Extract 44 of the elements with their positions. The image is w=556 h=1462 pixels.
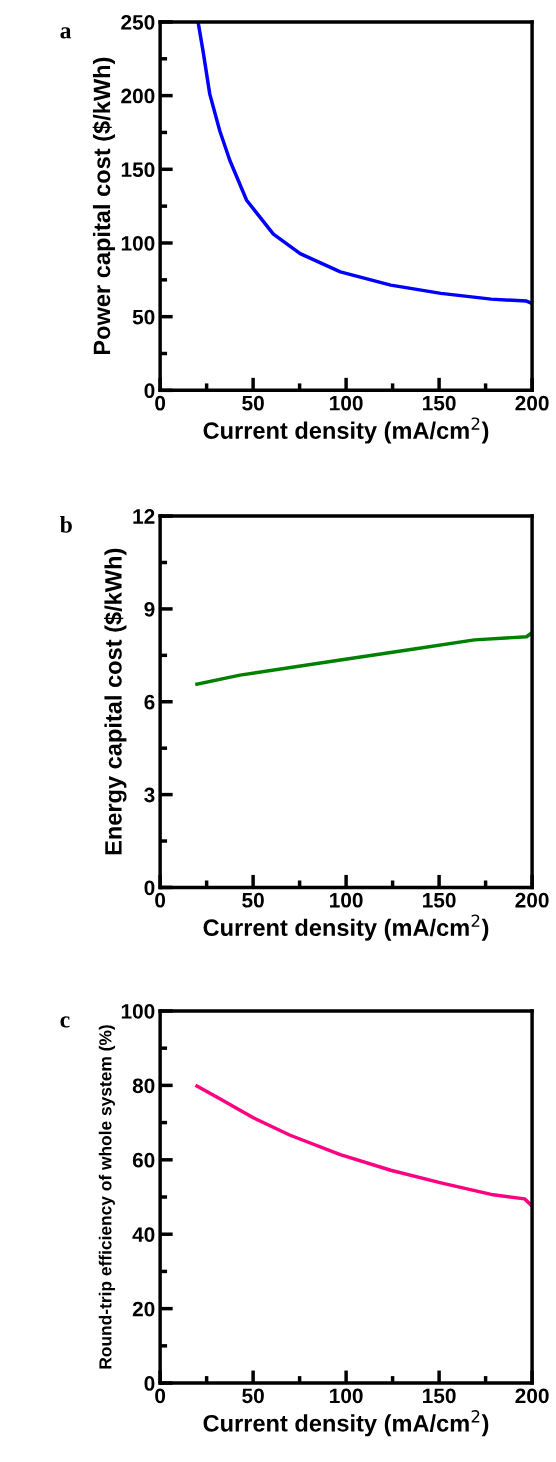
y-tick-label: 50 bbox=[132, 309, 155, 325]
y-tick-label: 60 bbox=[132, 1152, 155, 1168]
chart-title: a bbox=[60, 27, 72, 39]
x-tick-label: 150 bbox=[423, 1388, 456, 1404]
x-tick-label: 150 bbox=[423, 892, 456, 908]
y-tick-label: 150 bbox=[121, 162, 155, 178]
x-tick-label: 0 bbox=[155, 892, 166, 908]
line-series bbox=[195, 631, 533, 686]
y-axis-title: Power capital cost ($/kWh) bbox=[92, 57, 115, 355]
y-tick-label: 250 bbox=[121, 14, 155, 30]
y-tick-label: 6 bbox=[144, 694, 155, 710]
chart-title: b bbox=[60, 516, 72, 533]
x-tick-label: 200 bbox=[515, 892, 549, 908]
y-tick-label: 80 bbox=[132, 1078, 155, 1094]
y-tick-label: 100 bbox=[121, 235, 155, 251]
y-tick-label: 20 bbox=[132, 1301, 155, 1317]
x-tick-label: 50 bbox=[242, 395, 264, 411]
x-tick-label: 150 bbox=[423, 395, 456, 411]
x-tick-label: 0 bbox=[155, 395, 166, 411]
line-series bbox=[196, 21, 533, 306]
x-tick-label: 100 bbox=[330, 1388, 363, 1404]
x-axis-title: Current density (mA/cm$^{2}$) bbox=[203, 914, 489, 941]
y-tick-label: 100 bbox=[121, 1003, 155, 1019]
chart-title: c bbox=[60, 1016, 70, 1028]
line-series bbox=[195, 1084, 533, 1208]
y-axis-title: Round-trip efficiency of whole system (%) bbox=[98, 1025, 115, 1369]
x-axis-title: Current density (mA/cm$^{2}$) bbox=[203, 1410, 489, 1437]
y-axis-title: Energy capital cost ($/kWh) bbox=[104, 548, 127, 855]
y-tick-label: 0 bbox=[144, 383, 155, 399]
y-tick-label: 0 bbox=[144, 1376, 155, 1391]
y-tick-label: 200 bbox=[121, 88, 155, 104]
x-tick-label: 100 bbox=[330, 892, 363, 908]
y-tick-label: 12 bbox=[133, 509, 155, 524]
x-tick-label: 50 bbox=[242, 892, 264, 908]
y-tick-label: 9 bbox=[144, 601, 155, 617]
x-tick-label: 200 bbox=[515, 1388, 549, 1404]
y-tick-label: 3 bbox=[144, 787, 155, 803]
x-tick-label: 0 bbox=[155, 1388, 166, 1404]
x-axis-title: Current density (mA/cm$^{2}$) bbox=[203, 417, 489, 444]
x-tick-label: 50 bbox=[242, 1388, 264, 1404]
x-tick-label: 100 bbox=[330, 395, 363, 411]
y-tick-label: 40 bbox=[132, 1227, 155, 1242]
y-tick-label: 0 bbox=[144, 880, 155, 896]
x-tick-label: 200 bbox=[515, 395, 549, 411]
